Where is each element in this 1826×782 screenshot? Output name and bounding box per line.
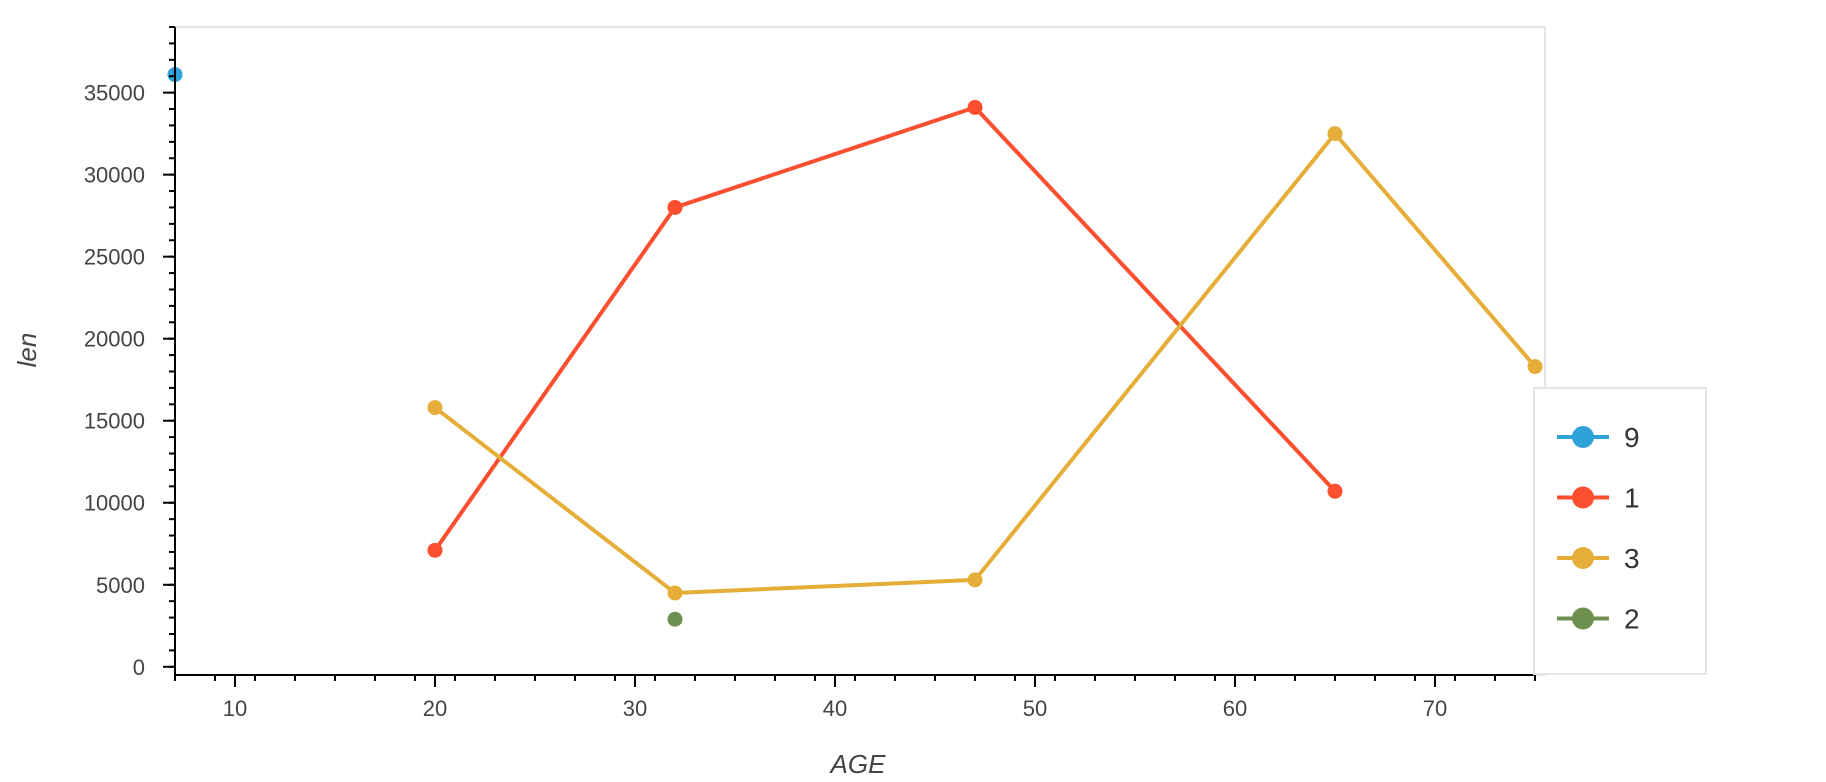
x-axis: 10 20 30 40 50 60 70 [174, 674, 1536, 721]
data-point-3-4 [1527, 359, 1543, 375]
legend-label-9: 9 [1624, 422, 1640, 453]
legend-marker-1 [1572, 486, 1594, 509]
legend-box [1533, 387, 1707, 675]
data-point-1-3 [1327, 483, 1343, 499]
data-point-1-0 [427, 542, 443, 558]
x-tick-label: 10 [223, 696, 247, 721]
y-tick-label: 15000 [84, 409, 145, 434]
x-tick-label: 50 [1023, 696, 1047, 721]
legend: 9 1 3 2 [1533, 387, 1707, 675]
x-tick-label: 60 [1223, 696, 1247, 721]
series-layer [167, 67, 1543, 627]
data-point-3-3 [1327, 126, 1343, 142]
legend-marker-2 [1572, 607, 1594, 630]
data-point-1-1 [667, 199, 683, 215]
data-point-3-0 [427, 400, 443, 416]
plot-frame [174, 26, 1546, 676]
legend-marker-9 [1572, 426, 1594, 448]
data-point-3-2 [967, 572, 983, 588]
legend-marker-3 [1572, 547, 1594, 569]
x-tick-label: 70 [1423, 696, 1447, 721]
data-point-3-1 [667, 585, 683, 601]
y-axis-label: len [12, 333, 42, 368]
x-tick-label: 20 [423, 696, 447, 721]
y-tick-label: 30000 [84, 163, 145, 188]
legend-label-3: 3 [1624, 543, 1640, 574]
x-tick-label: 30 [623, 696, 647, 721]
series-line-1 [433, 105, 1337, 552]
series-line-3 [433, 131, 1537, 595]
data-point-1-2 [967, 99, 983, 115]
data-point-2-0 [667, 611, 683, 627]
y-axis: 0 5000 10000 15000 20000 25000 30000 35000 [84, 26, 176, 680]
legend-label-1: 1 [1624, 483, 1640, 514]
y-tick-label: 25000 [84, 245, 145, 270]
y-tick-label: 20000 [84, 327, 145, 352]
x-axis-label: AGE [829, 749, 887, 779]
y-tick-label: 0 [133, 655, 145, 680]
y-tick-label: 10000 [84, 491, 145, 516]
y-tick-label: 5000 [96, 573, 145, 598]
y-tick-label: 35000 [84, 81, 145, 106]
x-tick-label: 40 [823, 696, 847, 721]
legend-label-2: 2 [1624, 604, 1640, 635]
